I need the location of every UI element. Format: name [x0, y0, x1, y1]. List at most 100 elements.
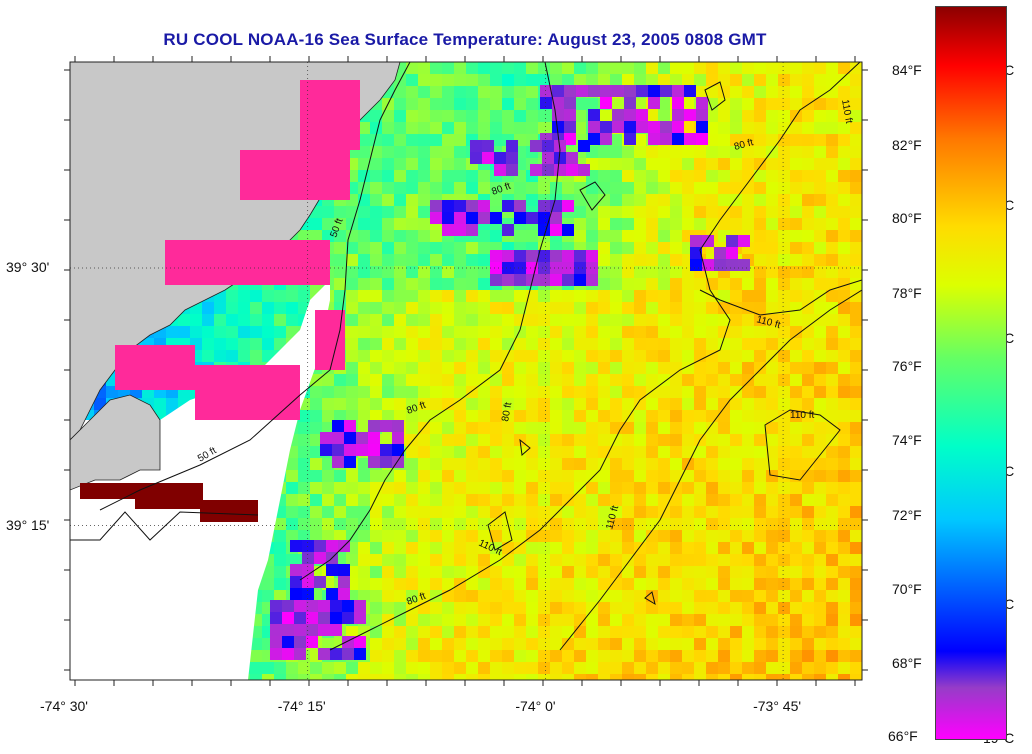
sst-pixel	[790, 614, 802, 626]
sst-pixel	[538, 434, 550, 446]
sst-pixel	[610, 206, 622, 218]
sst-pixel	[514, 578, 526, 590]
sst-pixel	[778, 254, 790, 266]
sst-pixel	[718, 362, 730, 374]
sst-pixel	[502, 374, 514, 386]
sst-pixel	[406, 386, 418, 398]
sst-pixel	[274, 662, 286, 674]
sst-pixel	[850, 542, 862, 554]
sst-pixel	[814, 422, 826, 434]
sst-pixel	[790, 158, 802, 170]
sst-pixel	[478, 506, 490, 518]
sst-pixel	[814, 566, 826, 578]
sst-pixel	[850, 218, 862, 230]
sst-pixel	[682, 206, 694, 218]
sst-pixel	[826, 542, 838, 554]
sst-pixel	[310, 434, 322, 446]
sst-pixel	[658, 326, 670, 338]
sst-pixel	[718, 614, 730, 626]
sst-pixel	[850, 254, 862, 266]
sst-pixel	[466, 110, 478, 122]
sst-pixel	[454, 74, 466, 86]
sst-pixel	[358, 146, 370, 158]
sst-pixel	[730, 458, 742, 470]
sst-pixel	[586, 338, 598, 350]
sst-pixel	[344, 432, 356, 444]
sst-pixel	[430, 266, 442, 278]
sst-pixel	[850, 230, 862, 242]
sst-pixel	[442, 602, 454, 614]
sst-pixel	[526, 458, 538, 470]
sst-pixel	[814, 662, 826, 674]
sst-pixel	[838, 362, 850, 374]
sst-pixel	[430, 74, 442, 86]
sst-pixel	[334, 230, 346, 242]
sst-pixel	[514, 482, 526, 494]
sst-pixel	[826, 614, 838, 626]
sst-pixel	[802, 242, 814, 254]
sst-pixel	[454, 470, 466, 482]
sst-pixel	[790, 482, 802, 494]
sst-pixel	[714, 247, 726, 259]
sst-pixel	[490, 122, 502, 134]
sst-pixel	[610, 398, 622, 410]
sst-pixel	[454, 674, 466, 680]
sst-pixel	[466, 374, 478, 386]
sst-pixel	[454, 290, 466, 302]
sst-pixel	[550, 302, 562, 314]
sst-pixel	[586, 638, 598, 650]
sst-pixel	[406, 674, 418, 680]
sst-pixel	[298, 410, 310, 422]
sst-pixel	[790, 362, 802, 374]
sst-pixel	[370, 614, 382, 626]
sst-pixel	[814, 494, 826, 506]
sst-pixel	[730, 554, 742, 566]
sst-pixel	[778, 542, 790, 554]
sst-pixel	[514, 662, 526, 674]
sst-pixel	[778, 590, 790, 602]
sst-pixel	[202, 338, 214, 350]
sst-pixel	[442, 422, 454, 434]
sst-pixel	[742, 62, 754, 74]
sst-pixel	[430, 242, 442, 254]
sst-pixel	[298, 662, 310, 674]
sst-pixel	[538, 200, 550, 212]
sst-pixel	[790, 458, 802, 470]
sst-pixel	[502, 200, 514, 212]
sst-pixel	[542, 140, 554, 152]
sst-pixel	[622, 302, 634, 314]
sst-pixel	[838, 614, 850, 626]
sst-pixel	[838, 602, 850, 614]
sst-pixel	[778, 578, 790, 590]
sst-pixel	[406, 650, 418, 662]
sst-pixel	[634, 506, 646, 518]
sst-pixel	[646, 350, 658, 362]
sst-pixel	[470, 152, 482, 164]
sst-pixel	[790, 194, 802, 206]
sst-pixel	[778, 98, 790, 110]
sst-pixel	[346, 494, 358, 506]
sst-pixel	[526, 350, 538, 362]
sst-pixel	[814, 254, 826, 266]
sst-pixel	[454, 530, 466, 542]
sst-pixel	[526, 86, 538, 98]
sst-pixel	[430, 398, 442, 410]
sst-pixel	[286, 290, 298, 302]
sst-pixel	[502, 386, 514, 398]
sst-pixel	[574, 98, 586, 110]
sst-pixel	[586, 290, 598, 302]
sst-pixel	[514, 530, 526, 542]
sst-pixel	[802, 650, 814, 662]
sst-pixel	[490, 614, 502, 626]
sst-pixel	[526, 638, 538, 650]
sst-pixel	[490, 662, 502, 674]
sst-pixel	[670, 554, 682, 566]
sst-pixel	[742, 350, 754, 362]
sst-pixel	[658, 662, 670, 674]
sst-pixel	[718, 170, 730, 182]
sst-pixel	[322, 374, 334, 386]
sst-pixel	[454, 398, 466, 410]
sst-pixel	[814, 98, 826, 110]
sst-pixel	[778, 362, 790, 374]
sst-pixel	[346, 518, 358, 530]
